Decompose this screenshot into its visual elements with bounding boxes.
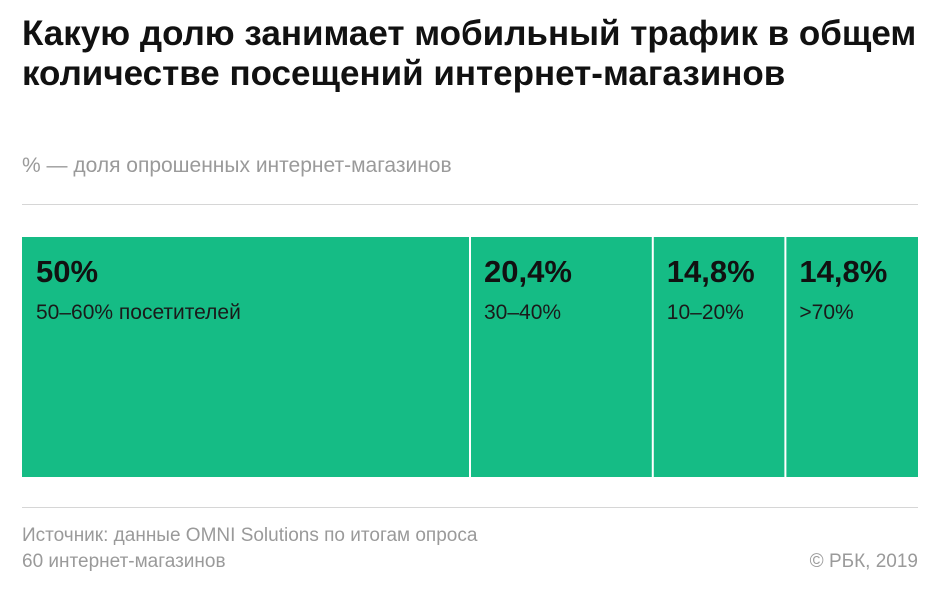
treemap-chart: 50% 50–60% посетителей 20,4% 30–40% 14,8% 10–…	[22, 237, 918, 477]
chart-subtitle: % — доля опрошенных интернет-магазинов	[22, 154, 452, 177]
segment-category-label: >70%	[799, 301, 853, 324]
segment-value-label: 20,4%	[484, 254, 572, 289]
top-divider	[22, 204, 918, 205]
segment-value-label: 14,8%	[799, 254, 887, 289]
segment-value-label: 50%	[36, 254, 98, 289]
segment-category-label: 50–60% посетителей	[36, 301, 241, 324]
source-line-1: Источник: данные OMNI Solutions по итога…	[22, 525, 478, 546]
segment-1	[22, 237, 470, 477]
source-line-2: 60 интернет-магазинов	[22, 551, 226, 572]
segment-value-label: 14,8%	[667, 254, 755, 289]
segment-category-label: 30–40%	[484, 301, 561, 324]
segment-2	[470, 237, 653, 477]
segment-3	[652, 237, 786, 477]
source-note: Источник: данные OMNI Solutions по итога…	[22, 523, 477, 575]
bottom-divider	[22, 507, 918, 508]
chart-title: Какую долю занимает мобильный трафик в о…	[22, 14, 917, 93]
segment-category-label: 10–20%	[667, 301, 744, 324]
copyright: © РБК, 2019	[809, 551, 918, 572]
segment-4	[785, 237, 918, 477]
